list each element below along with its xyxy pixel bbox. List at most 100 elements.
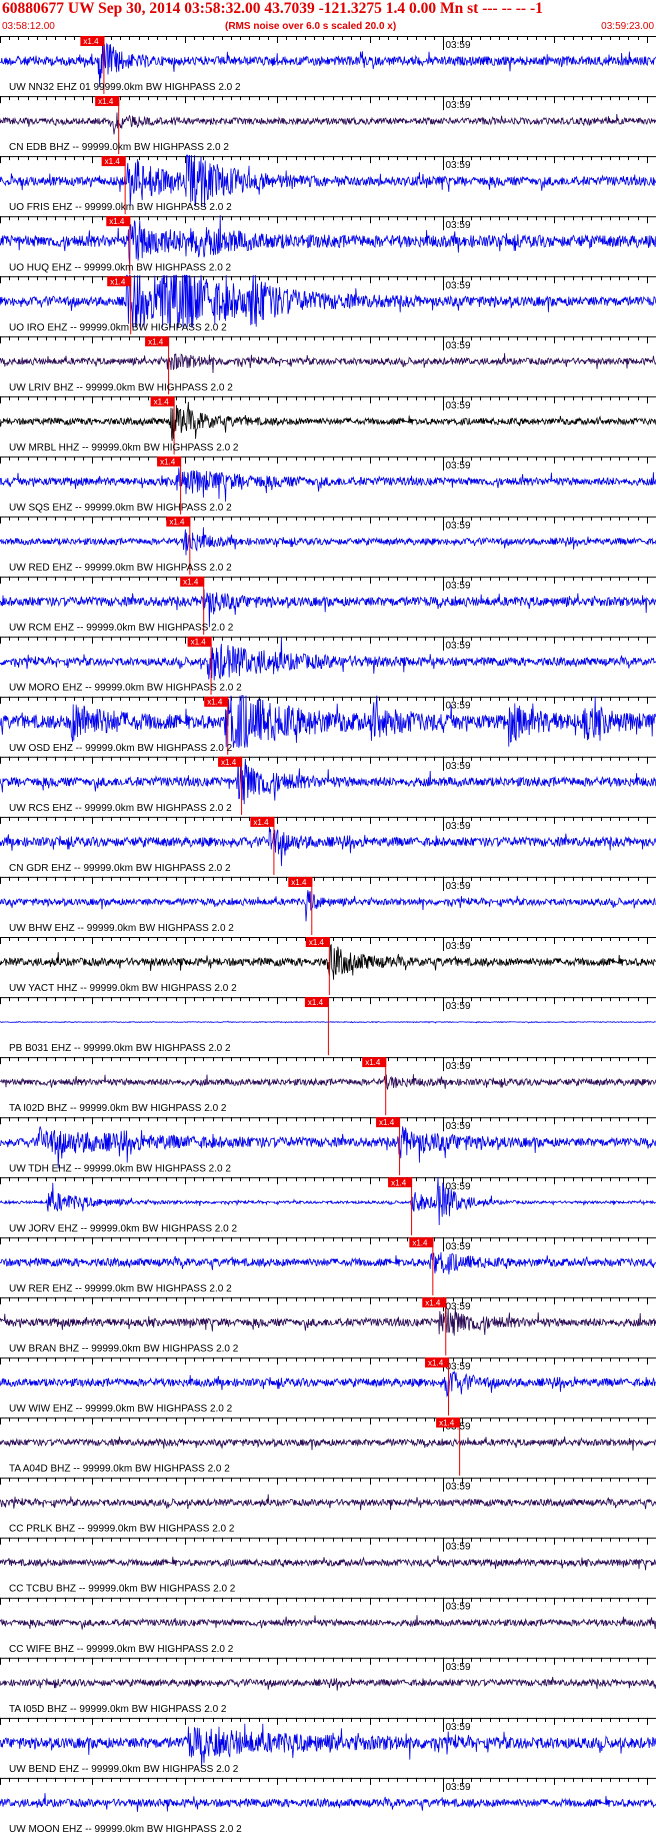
pick-marker: x1.4 bbox=[106, 216, 131, 275]
minute-tick-label: 03:59 bbox=[446, 40, 471, 51]
pick-flag bbox=[305, 937, 330, 947]
trace-label: TA I05D BHZ -- 99999.0km BW HIGHPASS 2.0… bbox=[9, 1704, 227, 1715]
pick-label: x1.4 bbox=[425, 1298, 441, 1307]
trace-row: 03:59 x1.4 TA I02D BHZ -- 99999.0km BW HIG… bbox=[0, 1057, 656, 1116]
pick-marker: x1.4 bbox=[157, 456, 182, 515]
minute-tick-label: 03:59 bbox=[446, 881, 471, 892]
trace-label: UO HUQ EHZ -- 99999.0km BW HIGHPASS 2.0 … bbox=[9, 262, 232, 273]
trace-label: UW LRIV BHZ -- 99999.0km BW HIGHPASS 2.0… bbox=[9, 382, 233, 393]
trace-ticks bbox=[0, 336, 656, 344]
pick-flag bbox=[150, 396, 175, 407]
trace-row: 03:59 UW BEND EHZ -- 99999.0km BW HIGHPAS… bbox=[0, 1717, 656, 1775]
seismogram-trace bbox=[0, 36, 656, 88]
trace-label: UW RED EHZ -- 99999.0km BW HIGHPASS 2.0 … bbox=[9, 563, 232, 574]
seismogram-trace bbox=[0, 401, 656, 441]
trace-label: UW RCM EHZ -- 99999.0km BW HIGHPASS 2.0 … bbox=[9, 623, 234, 634]
trace-label: UW MORO EHZ -- 99999.0km BW HIGHPASS 2.0… bbox=[9, 683, 242, 694]
trace-row: 03:59 x1.4 UW RCS EHZ -- 99999.0km BW HIGH… bbox=[0, 756, 656, 815]
trace-row: 03:59 CC WIFE BHZ -- 99999.0km BW HIGHPAS… bbox=[0, 1597, 656, 1655]
trace-row: 03:59 x1.4 UW RCM EHZ -- 99999.0km BW HIGH… bbox=[0, 576, 656, 635]
trace-label: UO IRO EHZ -- 99999.0km BW HIGHPASS 2.0 … bbox=[9, 322, 227, 333]
seismogram-trace bbox=[0, 1792, 656, 1812]
seismogram-trace bbox=[0, 1676, 656, 1691]
minute-tick-label: 03:59 bbox=[446, 1361, 471, 1372]
trace-label: TA I02D BHZ -- 99999.0km BW HIGHPASS 2.0… bbox=[9, 1103, 227, 1114]
pick-label: x1.4 bbox=[148, 337, 164, 346]
pick-flag bbox=[107, 276, 132, 287]
seismogram-trace bbox=[0, 1252, 656, 1275]
event-title: 60880677 UW Sep 30, 2014 03:58:32.00 43.… bbox=[2, 0, 543, 17]
pick-label: x1.4 bbox=[183, 578, 199, 587]
seismogram-trace bbox=[0, 890, 656, 922]
minute-tick-label: 03:59 bbox=[446, 701, 471, 712]
pick-marker: x1.4 bbox=[166, 516, 191, 575]
pick-flag bbox=[436, 1417, 461, 1428]
pick-marker: x1.4 bbox=[107, 276, 132, 335]
trace-ticks bbox=[0, 636, 656, 644]
pick-flag bbox=[145, 336, 170, 347]
trace-row: 03:59 x1.4 UW JORV EHZ -- 99999.0km BW HIG… bbox=[0, 1177, 656, 1236]
pick-label: x1.4 bbox=[379, 1118, 395, 1127]
pick-label: x1.4 bbox=[169, 518, 185, 527]
pick-marker: x1.4 bbox=[218, 756, 243, 815]
seismogram-trace bbox=[0, 112, 656, 135]
trace-label: UW JORV EHZ -- 99999.0km BW HIGHPASS 2.0… bbox=[9, 1223, 237, 1234]
trace-ticks bbox=[0, 1777, 656, 1785]
minute-tick-label: 03:59 bbox=[446, 821, 471, 832]
trace-label: UW BRAN BHZ -- 99999.0km BW HIGHPASS 2.0… bbox=[9, 1343, 239, 1354]
trace-label: CC TCBU BHZ -- 99999.0km BW HIGHPASS 2.0… bbox=[9, 1584, 236, 1595]
seismogram-trace bbox=[0, 758, 656, 805]
trace-ticks bbox=[0, 1717, 656, 1725]
pick-label: x1.4 bbox=[253, 818, 269, 827]
minute-tick-label: 03:59 bbox=[446, 761, 471, 772]
seismogram-trace bbox=[0, 943, 656, 980]
seismogram-trace bbox=[0, 589, 656, 628]
seismogram-trace bbox=[0, 154, 656, 208]
pick-marker: x1.4 bbox=[145, 336, 170, 395]
minute-tick-label: 03:59 bbox=[446, 160, 471, 171]
minute-tick-label: 03:59 bbox=[446, 220, 471, 231]
minute-tick-label: 03:59 bbox=[446, 1482, 471, 1493]
trace-label: CN GDR EHZ -- 99999.0km BW HIGHPASS 2.0 … bbox=[9, 863, 231, 874]
seismogram-trace bbox=[0, 1177, 656, 1226]
pick-marker: x1.4 bbox=[422, 1297, 447, 1356]
minute-tick-label: 03:59 bbox=[446, 460, 471, 471]
pick-label: x1.4 bbox=[439, 1419, 455, 1428]
trace-ticks bbox=[0, 1057, 656, 1065]
trace-ticks bbox=[0, 1357, 656, 1365]
trace-row: 03:59 x1.4 UW OSD EHZ -- 99999.0km BW HIGH… bbox=[0, 695, 656, 755]
pick-marker: x1.4 bbox=[305, 937, 330, 996]
minute-tick-label: 03:59 bbox=[446, 521, 471, 532]
trace-ticks bbox=[0, 1237, 656, 1245]
trace-row: 03:59 x1.4 UW RED EHZ -- 99999.0km BW HIGH… bbox=[0, 516, 656, 575]
trace-label: CC WIFE BHZ -- 99999.0km BW HIGHPASS 2.0… bbox=[9, 1644, 234, 1655]
pick-flag bbox=[180, 576, 205, 587]
trace-row: 03:59 x1.4 UO IRO EHZ -- 99999.0km BW HIGH… bbox=[0, 274, 656, 335]
pick-flag bbox=[422, 1297, 447, 1308]
pick-label: x1.4 bbox=[291, 878, 307, 887]
trace-label: UW BEND EHZ -- 99999.0km BW HIGHPASS 2.0… bbox=[9, 1764, 239, 1775]
trace-ticks bbox=[0, 1657, 656, 1665]
pick-flag bbox=[250, 816, 275, 827]
trace-row: 03:59 x1.4 CN GDR EHZ -- 99999.0km BW HIGH… bbox=[0, 816, 656, 875]
trace-label: CC PRLK BHZ -- 99999.0km BW HIGHPASS 2.0… bbox=[9, 1524, 235, 1535]
pick-label: x1.4 bbox=[365, 1058, 381, 1067]
pick-label: x1.4 bbox=[428, 1358, 444, 1367]
trace-label: UW OSD EHZ -- 99999.0km BW HIGHPASS 2.0 … bbox=[9, 743, 233, 754]
seismogram-trace bbox=[0, 1020, 656, 1024]
trace-label: TA A04D BHZ -- 99999.0km BW HIGHPASS 2.0… bbox=[9, 1464, 230, 1475]
trace-label: PB B031 EHZ -- 99999.0km BW HIGHPASS 2.0… bbox=[9, 1043, 231, 1054]
pick-label: x1.4 bbox=[308, 998, 324, 1007]
trace-ticks bbox=[0, 1177, 656, 1185]
seismogram-trace bbox=[0, 1494, 656, 1511]
trace-label: UO FRIS EHZ -- 99999.0km BW HIGHPASS 2.0… bbox=[9, 202, 232, 213]
trace-row: 03:59 x1.4 UW LRIV BHZ -- 99999.0km BW HIG… bbox=[0, 336, 656, 395]
minute-tick-label: 03:59 bbox=[446, 400, 471, 411]
pick-label: x1.4 bbox=[110, 277, 126, 286]
pick-flag bbox=[409, 1237, 434, 1248]
trace-label: UW BHW EHZ -- 99999.0km BW HIGHPASS 2.0 … bbox=[9, 923, 234, 934]
seismogram-trace bbox=[0, 527, 656, 556]
pick-marker: x1.4 bbox=[150, 396, 175, 455]
trace-row: 03:59 x1.4 UO HUQ EHZ -- 99999.0km BW HIGH… bbox=[0, 215, 656, 275]
trace-ticks bbox=[0, 1297, 656, 1305]
